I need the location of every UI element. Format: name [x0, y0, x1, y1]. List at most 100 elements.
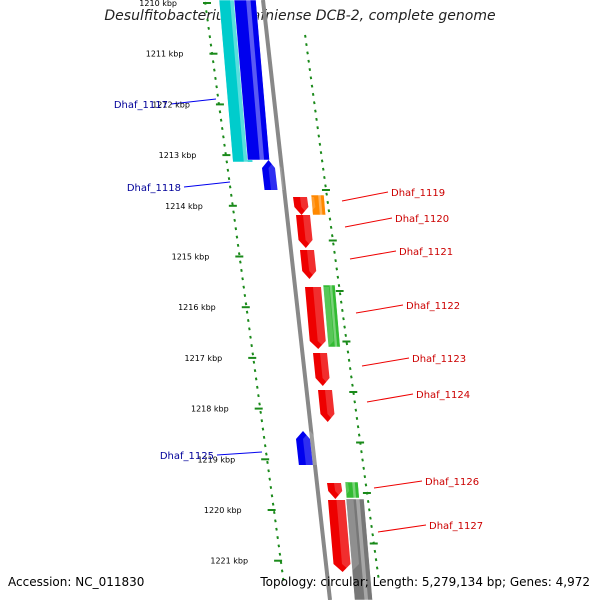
right-tick-track	[344, 333, 348, 337]
green-feature-band-shine	[352, 482, 357, 498]
gene-label-forward[interactable]: Dhaf_1120	[395, 214, 449, 225]
right-tick-track	[373, 549, 377, 553]
gene-label-forward[interactable]: Dhaf_1119	[391, 188, 445, 199]
right-tick-track	[355, 416, 359, 420]
gene-arrow-dhaf-1127[interactable]	[328, 500, 351, 572]
left-tick-track	[233, 218, 236, 222]
left-tick-track	[265, 452, 268, 456]
gene-label-forward[interactable]: Dhaf_1124	[416, 390, 470, 401]
right-tick-track	[354, 408, 358, 412]
gene-arrow-dhaf-1125[interactable]	[296, 431, 313, 465]
left-tick-track	[279, 561, 283, 565]
right-tick-track	[341, 308, 344, 312]
right-tick-track	[315, 117, 318, 121]
gray-feature-band[interactable]	[345, 498, 373, 600]
right-tick-track	[323, 176, 326, 180]
left-tick-track	[240, 268, 243, 272]
gene-arrow-dhaf-1123[interactable]	[313, 353, 330, 386]
gene-label-reverse[interactable]: Dhaf_1125	[160, 451, 214, 462]
blue-feature-band[interactable]	[233, 0, 270, 161]
right-tick-track	[316, 126, 319, 130]
left-tick-track	[269, 485, 273, 489]
gene-label-forward[interactable]: Dhaf_1123	[412, 354, 466, 365]
kbp-label: 1213 kbp	[159, 151, 197, 160]
right-tick-track	[320, 159, 324, 163]
map-title: Desulfitobacterium hafniense DCB-2, comp…	[104, 8, 496, 24]
gene-arrow-dhaf-1126[interactable]	[327, 483, 343, 499]
left-tick-track	[243, 293, 247, 297]
gene-label-forward[interactable]: Dhaf_1122	[406, 301, 460, 312]
left-tick-track	[271, 502, 275, 506]
gene-arrow-dhaf-1122[interactable]	[305, 287, 326, 349]
left-tick-track	[262, 435, 266, 439]
gene-arrow-dhaf-1120-highlight	[303, 215, 320, 248]
right-tick-track	[366, 500, 370, 504]
kbp-label: 1212 kbp	[152, 100, 190, 109]
left-tick-track	[230, 193, 233, 197]
left-tick-track	[254, 377, 258, 381]
leader-line	[170, 98, 217, 105]
leader-line	[373, 480, 423, 489]
right-tick-track	[350, 375, 353, 379]
right-tick-track	[330, 234, 334, 238]
right-tick-track	[374, 558, 378, 562]
orange-feature-band[interactable]	[310, 194, 326, 216]
left-tick-track	[274, 519, 277, 523]
left-tick-track	[250, 344, 253, 348]
right-tick-track	[368, 508, 371, 512]
left-tick-track	[214, 76, 217, 80]
right-tick-track	[370, 524, 373, 528]
gene-arrow-dhaf-1118[interactable]	[262, 160, 278, 190]
right-tick-track	[364, 483, 368, 487]
left-tick-track	[251, 352, 255, 356]
kbp-label: 1210 kbp	[139, 0, 177, 8]
left-tick-track	[282, 577, 285, 581]
gene-arrow-dhaf-1121[interactable]	[300, 250, 317, 279]
green-feature-band[interactable]	[344, 481, 360, 499]
left-tick-track	[218, 110, 222, 114]
right-tick-track	[327, 209, 331, 213]
left-tick-track	[277, 544, 281, 548]
left-tick-track	[248, 327, 251, 331]
left-tick-track	[236, 243, 240, 247]
left-tick-track	[207, 26, 210, 30]
left-tick-track	[278, 552, 282, 556]
right-tick-track	[304, 34, 307, 38]
right-tick-track	[363, 475, 367, 479]
gene-arrow-dhaf-1124[interactable]	[318, 390, 335, 422]
left-tick-track	[266, 460, 269, 464]
right-tick-track	[362, 466, 365, 470]
gene-arrow-dhaf-1126-highlight	[334, 483, 350, 499]
kbp-label: 1218 kbp	[191, 405, 229, 414]
left-tick-track	[227, 177, 231, 181]
gene-label-forward[interactable]: Dhaf_1127	[429, 521, 483, 532]
gene-arrow-dhaf-1125-highlight	[303, 431, 320, 465]
gene-label-reverse[interactable]: Dhaf_1117	[114, 100, 168, 111]
gene-label-reverse[interactable]: Dhaf_1118	[127, 183, 181, 194]
right-tick-track	[339, 300, 343, 304]
left-tick-track	[252, 360, 256, 364]
gene-arrow-dhaf-1119[interactable]	[293, 197, 309, 215]
cyan-feature-band-shine	[230, 0, 248, 162]
right-tick-track	[321, 167, 325, 171]
left-tick-track	[260, 419, 264, 423]
gene-arrow-dhaf-1118-highlight	[268, 160, 285, 190]
green-feature-band[interactable]	[322, 284, 341, 348]
left-tick-track	[276, 536, 279, 540]
left-tick-track	[222, 135, 225, 139]
gene-label-forward[interactable]: Dhaf_1126	[425, 477, 479, 488]
gene-arrow-dhaf-1119-highlight	[300, 197, 316, 215]
kbp-label: 1211 kbp	[146, 50, 184, 59]
right-tick-track	[309, 76, 313, 80]
right-tick-track	[328, 217, 332, 221]
left-tick-track	[241, 277, 244, 281]
gene-arrow-dhaf-1120[interactable]	[296, 215, 313, 248]
gene-label-forward[interactable]: Dhaf_1121	[399, 247, 453, 258]
right-tick-track	[347, 358, 351, 362]
kbp-label: 1219 kbp	[197, 455, 235, 464]
left-tick-track	[275, 527, 278, 531]
accession-text: Accession: NC_011830	[8, 575, 145, 589]
left-tick-track	[211, 60, 215, 64]
left-tick-track	[223, 143, 226, 147]
